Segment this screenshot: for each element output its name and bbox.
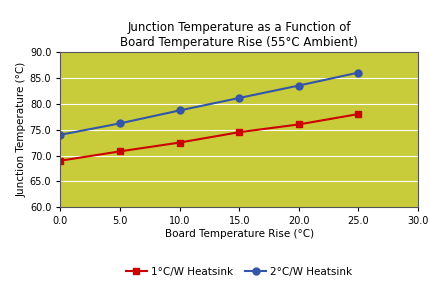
1°C/W Heatsink (117, 150, 122, 153)
1°C/W Heatsink (236, 130, 241, 134)
X-axis label: Board Temperature Rise (°C): Board Temperature Rise (°C) (164, 229, 313, 239)
Line: 1°C/W Heatsink: 1°C/W Heatsink (57, 111, 361, 164)
2°C/W Heatsink (295, 84, 301, 87)
1°C/W Heatsink (295, 123, 301, 126)
2°C/W Heatsink (355, 71, 360, 74)
Legend: 1°C/W Heatsink, 2°C/W Heatsink: 1°C/W Heatsink, 2°C/W Heatsink (121, 262, 356, 281)
1°C/W Heatsink (355, 112, 360, 116)
2°C/W Heatsink (236, 96, 241, 100)
2°C/W Heatsink (117, 122, 122, 125)
1°C/W Heatsink (177, 141, 182, 144)
Y-axis label: Junction Temperature (°C): Junction Temperature (°C) (17, 62, 27, 197)
2°C/W Heatsink (177, 109, 182, 112)
2°C/W Heatsink (58, 133, 63, 137)
1°C/W Heatsink (58, 159, 63, 162)
Title: Junction Temperature as a Function of
Board Temperature Rise (55°C Ambient): Junction Temperature as a Function of Bo… (120, 21, 357, 49)
Line: 2°C/W Heatsink: 2°C/W Heatsink (57, 69, 361, 138)
